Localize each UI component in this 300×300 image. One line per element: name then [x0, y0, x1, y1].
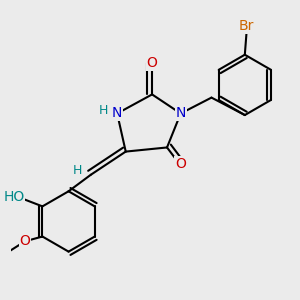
Text: Br: Br	[239, 19, 254, 33]
Text: HO: HO	[3, 190, 25, 204]
Text: N: N	[112, 106, 122, 121]
Text: H: H	[99, 104, 109, 117]
Text: O: O	[20, 234, 30, 248]
Text: O: O	[175, 157, 186, 171]
Text: O: O	[147, 56, 158, 70]
Text: H: H	[73, 164, 82, 176]
Text: N: N	[176, 106, 186, 121]
